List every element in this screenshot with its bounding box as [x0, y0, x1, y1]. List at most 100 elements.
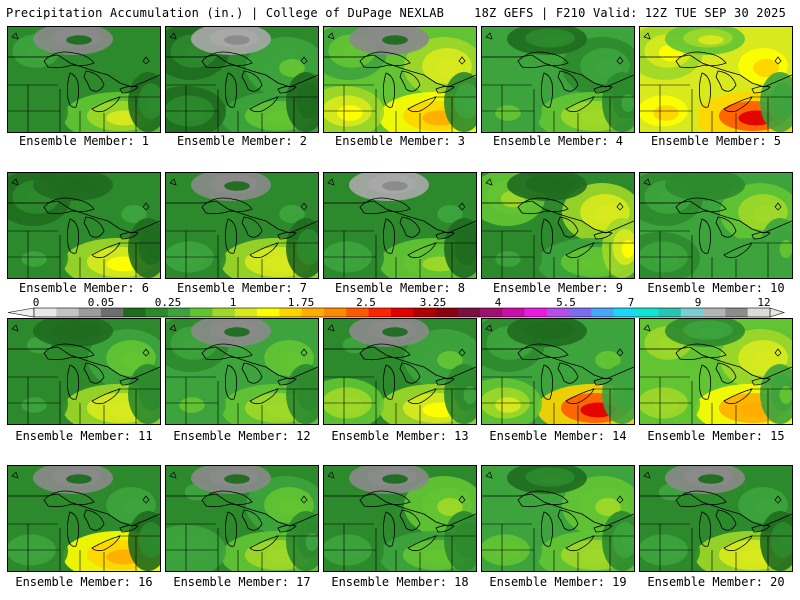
precip-region	[33, 27, 113, 55]
precip-region	[507, 319, 587, 347]
geography-outline	[640, 178, 792, 278]
ensemble-member-caption: Ensemble Member: 7	[176, 281, 308, 295]
colorbar-swatch	[569, 308, 592, 317]
precip-region	[665, 319, 745, 347]
precip-map	[8, 173, 160, 278]
colorbar-swatch	[56, 308, 79, 317]
ensemble-panel	[323, 465, 477, 572]
colorbar-swatch	[346, 308, 369, 317]
page-title: Precipitation Accumulation (in.) | Colle…	[6, 6, 445, 20]
ensemble-member-caption: Ensemble Member: 1	[18, 134, 150, 148]
precip-region	[720, 476, 792, 536]
precip-map	[640, 27, 792, 132]
colorbar-swatch	[546, 308, 570, 317]
precip-map	[324, 27, 476, 132]
ensemble-member-caption: Ensemble Member: 17	[173, 575, 311, 589]
precip-map	[166, 27, 318, 132]
precip-region	[507, 27, 587, 55]
colorbar-swatch	[636, 308, 659, 317]
precip-region	[33, 173, 113, 201]
colorbar-swatch	[613, 308, 637, 317]
precip-region	[191, 27, 271, 55]
precip-map	[324, 173, 476, 278]
colorbar-swatch	[747, 308, 771, 317]
ensemble-panel	[165, 26, 319, 133]
precip-map	[324, 466, 476, 571]
ensemble-panel	[7, 318, 161, 425]
ensemble-member-caption: Ensemble Member: 10	[647, 281, 785, 295]
precip-map	[166, 173, 318, 278]
colorbar-tick-label: 2.5	[356, 296, 376, 309]
ensemble-panel	[165, 318, 319, 425]
ensemble-panel	[639, 465, 793, 572]
colorbar-swatch	[190, 308, 213, 317]
colorbar-swatch	[368, 308, 392, 317]
colorbar-swatch	[100, 308, 124, 317]
ensemble-panel	[323, 318, 477, 425]
precip-region	[349, 466, 429, 494]
ensemble-panel	[481, 318, 635, 425]
ensemble-member-caption: Ensemble Member: 12	[173, 429, 311, 443]
colorbar-swatch	[502, 308, 525, 317]
colorbar-min-arrow	[7, 307, 35, 318]
ensemble-panel	[7, 26, 161, 133]
precip-region	[349, 173, 429, 201]
ensemble-panel	[323, 172, 477, 279]
colorbar-swatch	[301, 308, 325, 317]
colorbar-swatch	[257, 308, 280, 317]
precip-region	[665, 466, 745, 494]
colorbar: 0 0.05 0.25 1 1.75 2.5 3.25 4 5.5 7 9 12	[7, 296, 785, 318]
colorbar-swatch	[480, 308, 503, 317]
ensemble-panel	[639, 318, 793, 425]
colorbar-swatch	[167, 308, 191, 317]
run-info: 18Z GEFS | F210 Valid: 12Z TUE SEP 30 20…	[474, 6, 786, 20]
colorbar-swatch	[725, 308, 748, 317]
geography-outline	[324, 324, 476, 424]
ensemble-panel	[7, 465, 161, 572]
geography-outline	[482, 324, 634, 424]
ensemble-panel	[7, 172, 161, 279]
colorbar-swatch	[212, 308, 236, 317]
geography-outline	[166, 471, 318, 571]
ensemble-member-caption: Ensemble Member: 16	[15, 575, 153, 589]
colorbar-swatch	[390, 308, 414, 317]
colorbar-tick-label: 5.5	[556, 296, 576, 309]
ensemble-member-caption: Ensemble Member: 20	[647, 575, 785, 589]
precip-map	[166, 466, 318, 571]
precip-region	[33, 319, 113, 347]
colorbar-swatch	[323, 308, 347, 317]
geography-outline	[8, 471, 160, 571]
geography-outline	[482, 178, 634, 278]
precip-region	[507, 173, 587, 201]
geography-outline	[166, 178, 318, 278]
ensemble-panel	[481, 26, 635, 133]
ensemble-member-caption: Ensemble Member: 18	[331, 575, 469, 589]
precip-region	[324, 232, 384, 278]
precip-map	[482, 173, 634, 278]
ensemble-member-caption: Ensemble Member: 15	[647, 429, 785, 443]
geography-outline	[8, 32, 160, 132]
precip-region	[349, 27, 429, 55]
ensemble-panel	[165, 465, 319, 572]
colorbar-tick-label: 7	[628, 296, 635, 309]
colorbar-tick-label: 3.25	[420, 296, 447, 309]
precip-region	[665, 173, 745, 201]
geography-outline	[166, 32, 318, 132]
colorbar-swatch	[234, 308, 258, 317]
geography-outline	[324, 32, 476, 132]
ensemble-member-caption: Ensemble Member: 19	[489, 575, 627, 589]
ensemble-member-caption: Ensemble Member: 9	[492, 281, 624, 295]
colorbar-swatch	[457, 308, 481, 317]
colorbar-swatch	[703, 308, 726, 317]
colorbar-tick-label: 4	[495, 296, 502, 309]
precip-region	[665, 27, 745, 55]
precip-map	[8, 466, 160, 571]
precip-map	[640, 173, 792, 278]
geography-outline	[8, 324, 160, 424]
precip-region	[562, 329, 634, 389]
precip-region	[191, 466, 271, 494]
colorbar-swatch	[279, 308, 302, 317]
ensemble-member-caption: Ensemble Member: 5	[650, 134, 782, 148]
ensemble-member-caption: Ensemble Member: 11	[15, 429, 153, 443]
precip-region	[482, 378, 542, 424]
